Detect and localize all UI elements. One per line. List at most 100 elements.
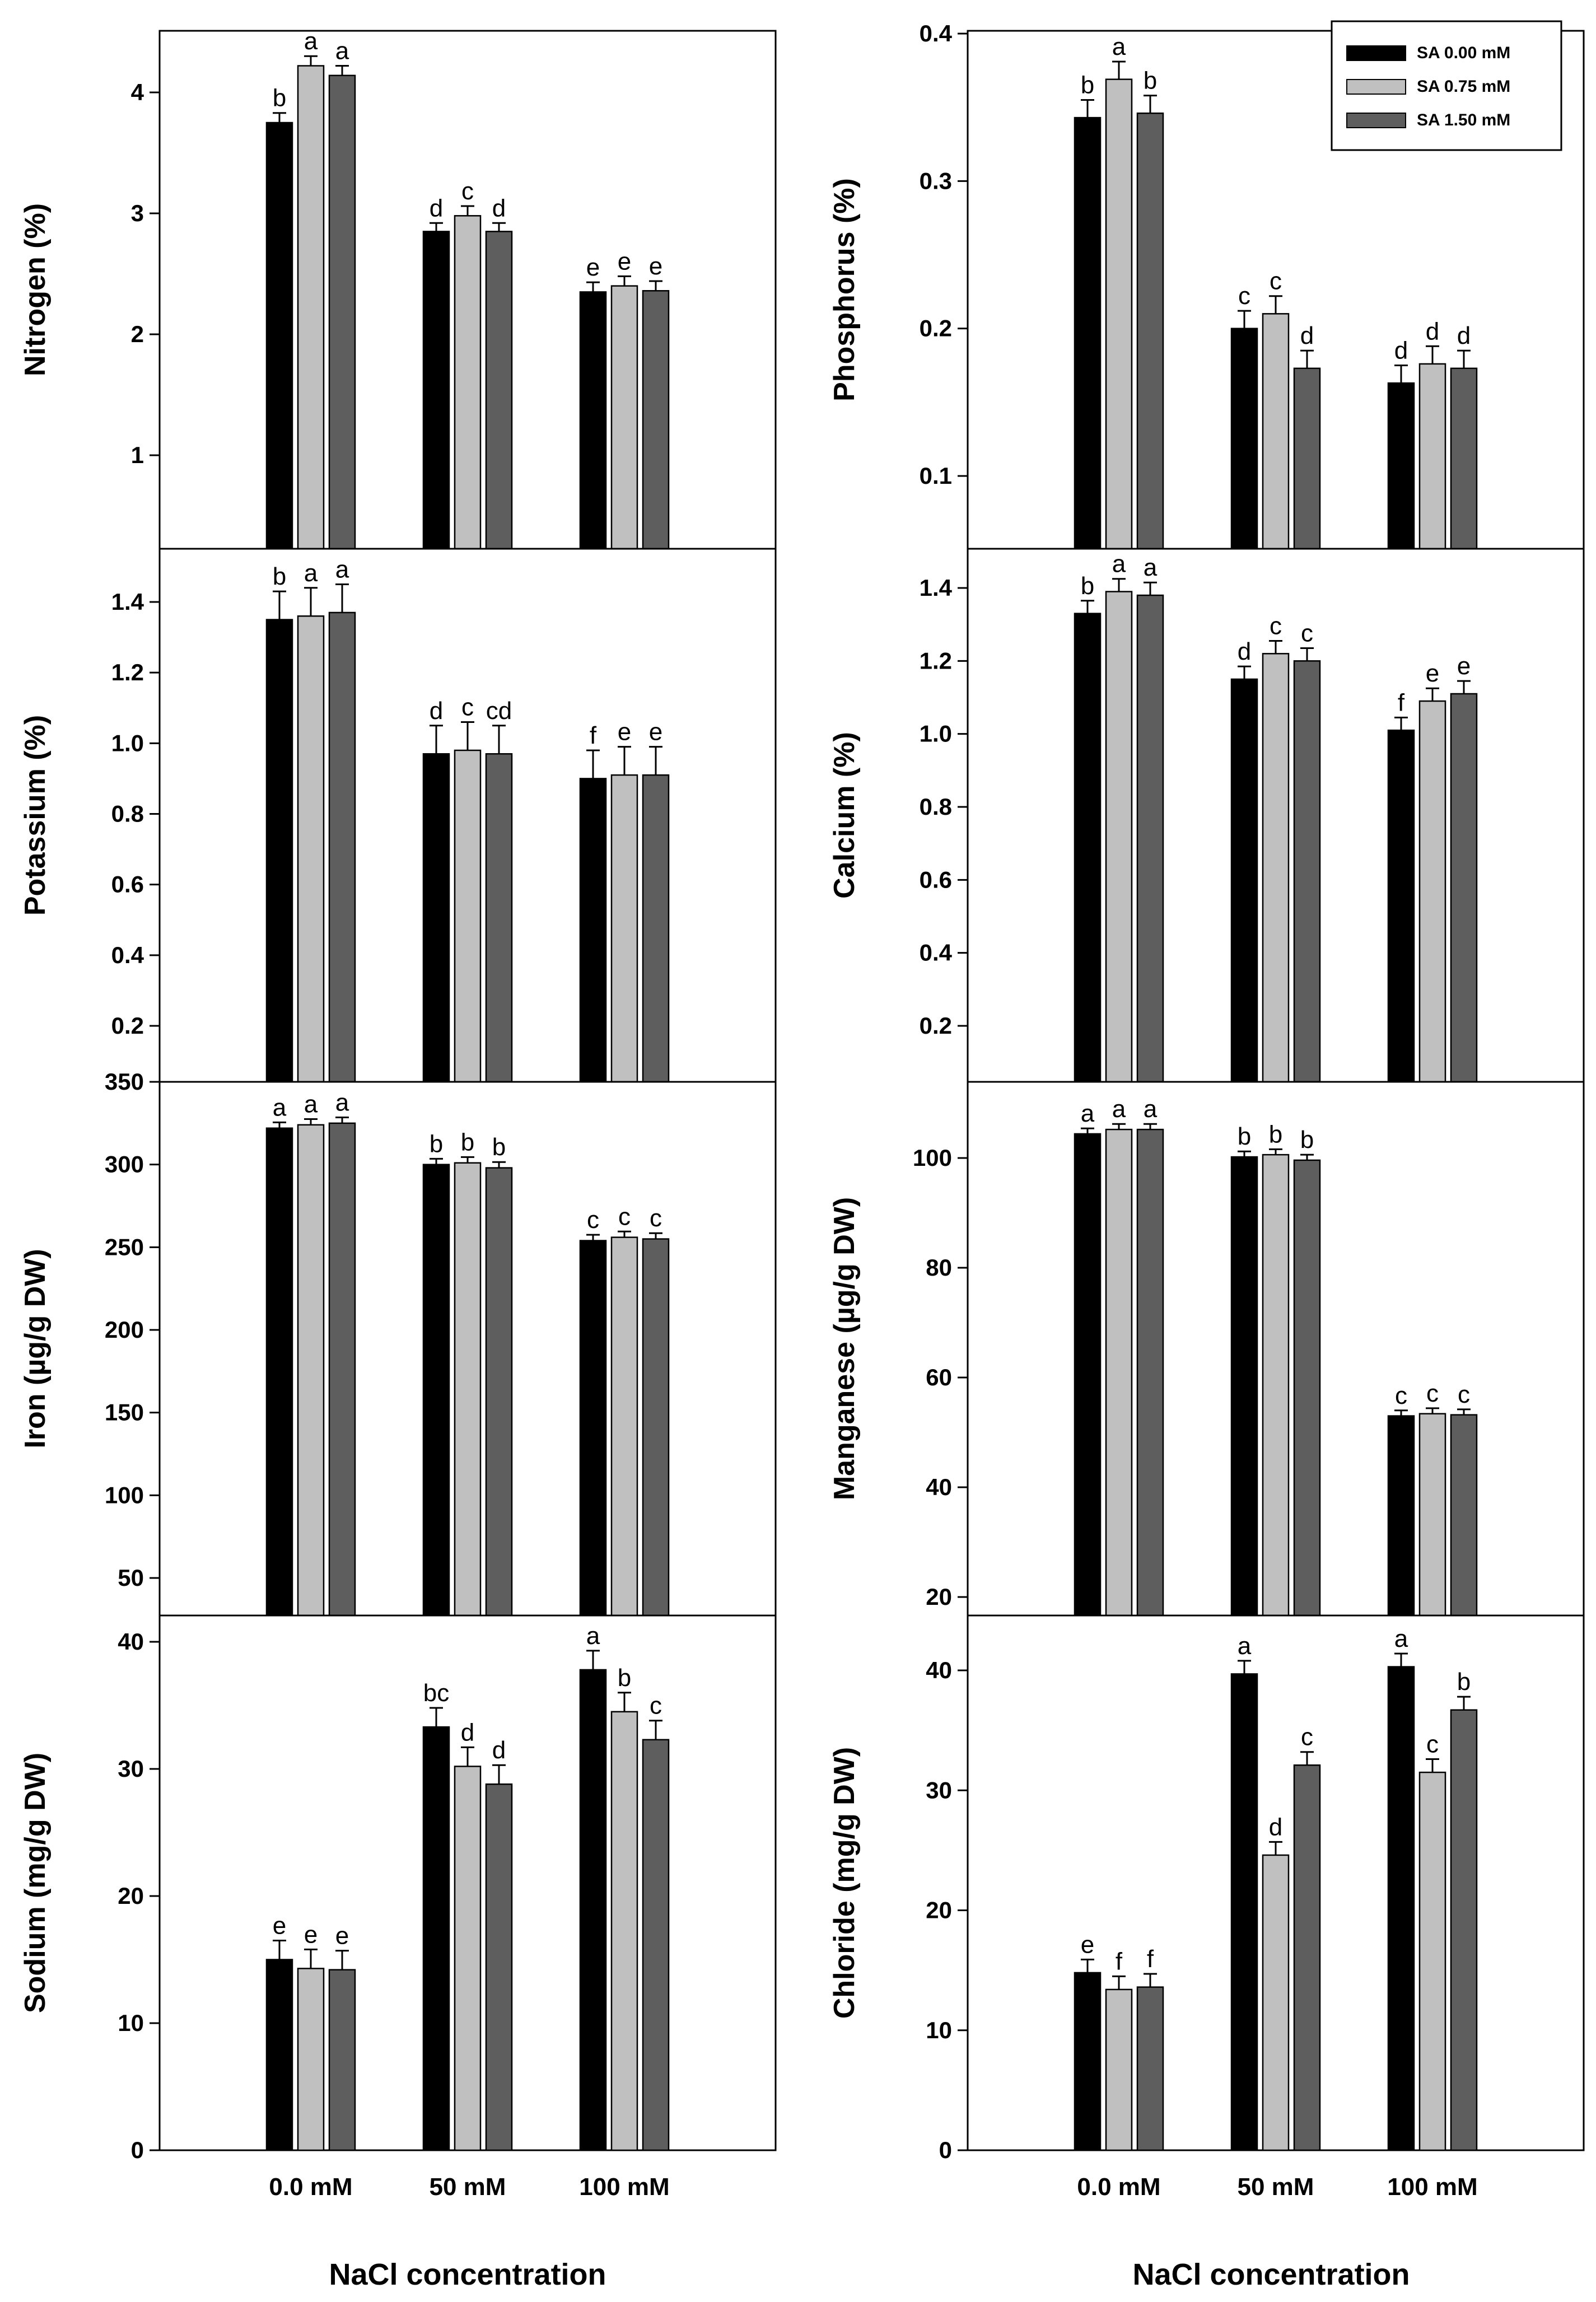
y-tick-label: 300 — [105, 1151, 144, 1178]
x-tick-label: 50 mM — [1238, 2173, 1314, 2201]
y-tick-label: 0.2 — [920, 1012, 952, 1039]
bar — [1387, 1666, 1415, 2151]
panel-5: 20 40 60 80 100 Manganese (µg/g DW) a b c a b c a b c — [828, 1081, 1585, 1617]
significance-letter: e — [335, 1922, 349, 1950]
bar — [265, 1959, 293, 2151]
bar — [454, 1766, 482, 2151]
significance-letter: b — [1081, 72, 1094, 99]
significance-letter: b — [1269, 1120, 1282, 1148]
significance-letter: c — [618, 1203, 631, 1230]
legend-label-3: SA 1.50 mM — [1417, 111, 1510, 129]
y-axis-label: Phosphorus (%) — [828, 178, 861, 401]
y-axis-label: Chloride (mg/g DW) — [828, 1747, 861, 2019]
bar — [579, 1240, 607, 1617]
bar — [1136, 1128, 1164, 1617]
significance-letter: e — [586, 254, 600, 281]
significance-letter: c — [1270, 268, 1282, 295]
legend-label-1: SA 0.00 mM — [1417, 44, 1510, 62]
legend-label-2: SA 0.75 mM — [1417, 77, 1510, 96]
y-tick-label: 0.4 — [920, 20, 953, 46]
bar — [297, 615, 325, 1083]
bar — [1418, 363, 1446, 550]
y-tick-label: 200 — [105, 1316, 144, 1343]
panels-group: 1 2 3 4 Nitrogen (%) b d e a c e a d e 0.1 0.2 0.3 0.4 Pho… — [19, 20, 1585, 2201]
y-axis-label: Nitrogen (%) — [19, 203, 52, 376]
bar — [1230, 328, 1258, 550]
significance-letter: a — [1112, 1095, 1126, 1123]
significance-letter: f — [1116, 1948, 1123, 1975]
bar — [265, 619, 293, 1083]
significance-letter: c — [1270, 612, 1282, 639]
significance-letter: a — [1144, 554, 1158, 581]
bar — [1230, 1156, 1258, 1617]
significance-letter: a — [1394, 1625, 1408, 1652]
bar — [265, 1127, 293, 1617]
bar — [1293, 1764, 1321, 2151]
bar — [485, 753, 513, 1083]
bar — [1074, 613, 1102, 1083]
significance-letter: f — [1398, 689, 1405, 716]
significance-letter: c — [1395, 1382, 1407, 1409]
y-tick-label: 40 — [926, 1657, 952, 1683]
significance-letter: d — [1394, 337, 1408, 365]
bar — [610, 1711, 638, 2151]
y-tick-label: 1.0 — [920, 721, 952, 747]
y-tick-label: 0 — [939, 2137, 952, 2163]
bar — [485, 231, 513, 550]
significance-letter: cd — [486, 697, 512, 725]
significance-letter: a — [1112, 550, 1126, 578]
significance-letter: c — [650, 1204, 662, 1232]
x-tick-label: 100 mM — [579, 2173, 669, 2201]
x-tick-label: 0.0 mM — [1077, 2173, 1160, 2201]
bar — [1450, 367, 1478, 550]
significance-letter: e — [649, 718, 662, 746]
bar — [328, 74, 356, 550]
bar — [1387, 729, 1415, 1083]
bar — [1262, 1854, 1290, 2151]
y-tick-label: 50 — [118, 1565, 144, 1591]
y-tick-label: 0.1 — [920, 463, 952, 489]
bar — [297, 1968, 325, 2151]
bar — [454, 749, 482, 1083]
bar — [328, 1122, 356, 1617]
bar — [485, 1783, 513, 2151]
bar — [1136, 594, 1164, 1083]
significance-letter: a — [273, 1094, 287, 1121]
x-tick-label: 0.0 mM — [269, 2173, 352, 2201]
y-tick-label: 1.2 — [920, 647, 952, 674]
significance-letter: bc — [423, 1679, 449, 1707]
bar — [1230, 1673, 1258, 2151]
bar — [579, 291, 607, 550]
y-tick-label: 2 — [131, 321, 144, 347]
y-tick-label: 0.4 — [920, 940, 953, 966]
panel-0: 1 2 3 4 Nitrogen (%) b d e a c e a d e — [19, 27, 777, 550]
bar — [422, 753, 450, 1083]
bar — [610, 1236, 638, 1617]
bar — [1105, 1128, 1133, 1617]
y-tick-label: 100 — [105, 1482, 144, 1508]
bar — [1136, 112, 1164, 550]
significance-letter: d — [1300, 322, 1314, 349]
y-tick-label: 250 — [105, 1234, 144, 1260]
legend-swatch-3 — [1346, 113, 1406, 128]
y-tick-label: 80 — [926, 1254, 952, 1281]
significance-letter: c — [1458, 1381, 1470, 1408]
significance-letter: e — [273, 1912, 286, 1939]
bar — [1074, 1972, 1102, 2151]
bar — [1293, 1159, 1321, 1617]
bar — [1105, 78, 1133, 550]
bar — [422, 1726, 450, 2151]
significance-letter: c — [461, 693, 474, 721]
bar — [642, 1238, 670, 1617]
y-tick-label: 40 — [118, 1628, 144, 1655]
bar — [1293, 367, 1321, 550]
significance-letter: d — [430, 697, 443, 725]
y-axis-label: Potassium (%) — [19, 715, 52, 916]
significance-letter: b — [1081, 572, 1094, 600]
bar — [1074, 116, 1102, 550]
panel-2: 0.2 0.4 0.6 0.8 1.0 1.2 1.4 Potassium (%) b d f a c e… — [19, 548, 777, 1083]
significance-letter: a — [335, 555, 349, 583]
significance-letter: a — [335, 37, 349, 64]
x-tick-label: 100 mM — [1387, 2173, 1477, 2201]
